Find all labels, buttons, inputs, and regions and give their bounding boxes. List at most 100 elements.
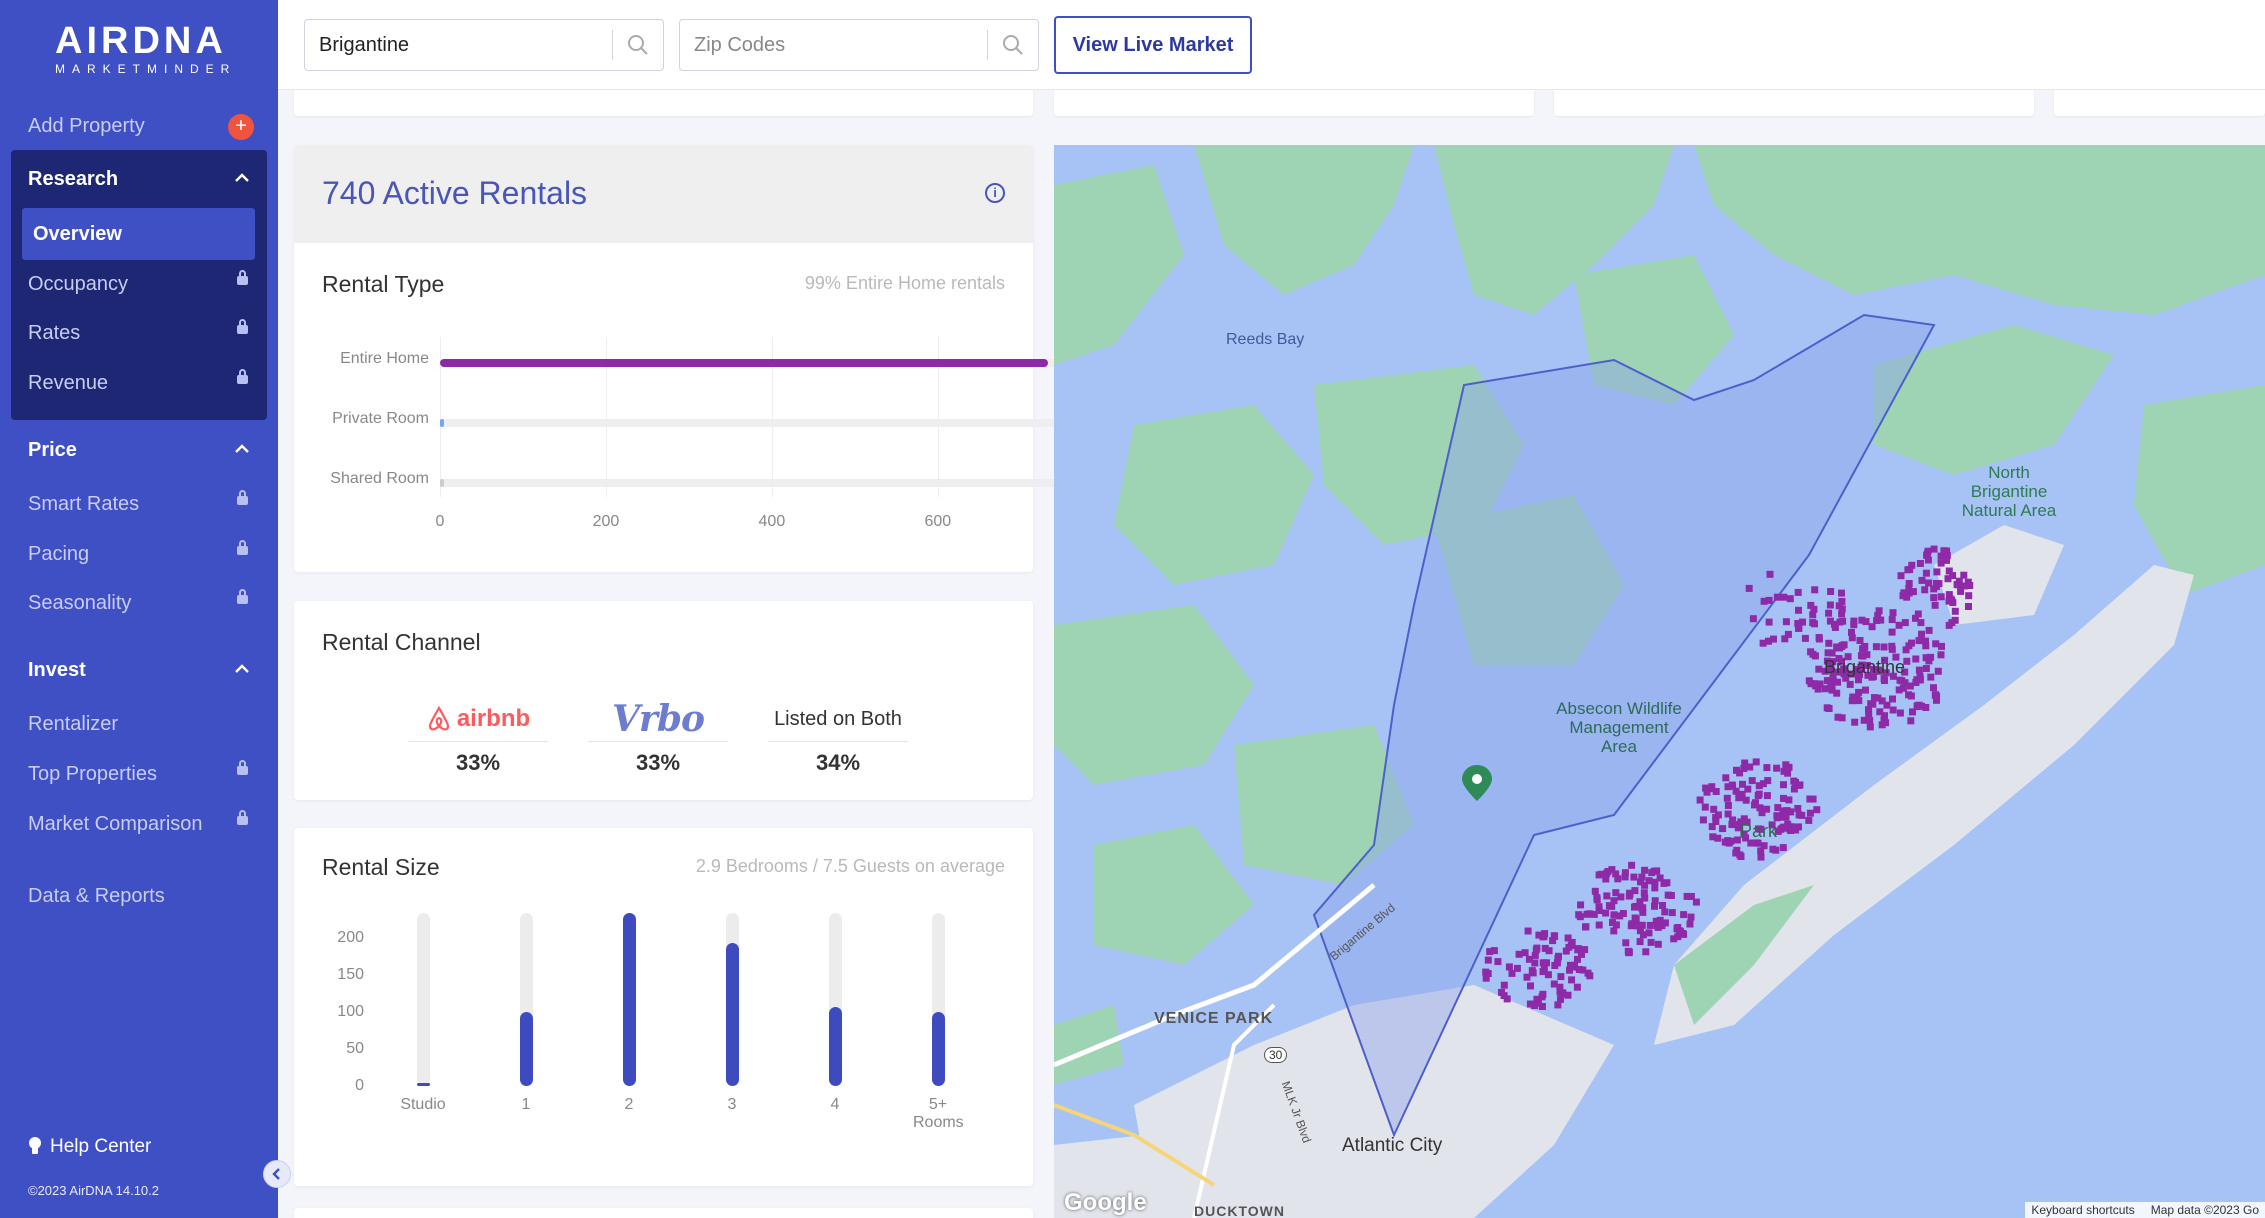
property-marker[interactable] — [1781, 635, 1789, 643]
property-marker[interactable] — [1875, 607, 1883, 615]
property-marker[interactable] — [1744, 785, 1752, 793]
property-marker[interactable] — [1494, 958, 1502, 966]
property-marker[interactable] — [1794, 588, 1802, 596]
property-marker[interactable] — [1902, 646, 1910, 654]
property-marker[interactable] — [1922, 569, 1930, 577]
property-marker[interactable] — [1525, 955, 1533, 963]
property-marker[interactable] — [1922, 704, 1930, 711]
property-marker[interactable] — [1755, 782, 1763, 790]
property-marker[interactable] — [1755, 790, 1763, 798]
property-marker[interactable] — [1636, 938, 1644, 946]
property-marker[interactable] — [1938, 642, 1945, 650]
property-marker[interactable] — [1779, 844, 1787, 852]
property-marker[interactable] — [1538, 993, 1546, 1001]
property-marker[interactable] — [1882, 669, 1890, 677]
property-marker[interactable] — [1574, 946, 1582, 954]
property-marker[interactable] — [1834, 713, 1842, 721]
property-marker[interactable] — [1641, 881, 1649, 889]
property-marker[interactable] — [1796, 781, 1804, 789]
property-marker[interactable] — [1873, 617, 1881, 624]
property-marker[interactable] — [1609, 919, 1616, 926]
property-marker[interactable] — [1923, 551, 1931, 559]
property-marker[interactable] — [1554, 1001, 1562, 1009]
property-marker[interactable] — [1852, 666, 1860, 673]
bar-private-room[interactable] — [440, 419, 445, 427]
property-marker[interactable] — [1900, 589, 1908, 597]
property-marker[interactable] — [1631, 914, 1639, 922]
property-marker[interactable] — [1855, 688, 1863, 696]
property-marker[interactable] — [1846, 680, 1854, 688]
property-marker[interactable] — [1780, 767, 1788, 775]
property-marker[interactable] — [1930, 545, 1938, 553]
property-marker[interactable] — [1641, 866, 1649, 874]
property-marker[interactable] — [1651, 884, 1659, 892]
property-marker[interactable] — [1699, 816, 1707, 824]
property-marker[interactable] — [1783, 807, 1791, 815]
property-marker[interactable] — [1544, 971, 1552, 979]
property-marker[interactable] — [1743, 818, 1751, 826]
property-marker[interactable] — [1932, 691, 1940, 699]
property-marker[interactable] — [1785, 763, 1793, 771]
property-marker[interactable] — [1932, 580, 1940, 587]
property-marker[interactable] — [1707, 785, 1715, 793]
property-marker[interactable] — [1680, 930, 1688, 938]
property-marker[interactable] — [1724, 837, 1732, 845]
property-marker[interactable] — [1527, 982, 1534, 990]
property-marker[interactable] — [1909, 708, 1916, 716]
property-marker[interactable] — [1940, 547, 1948, 555]
property-marker[interactable] — [1603, 892, 1611, 900]
property-marker[interactable] — [1724, 802, 1732, 809]
property-marker[interactable] — [1774, 804, 1782, 812]
property-marker[interactable] — [1916, 560, 1924, 567]
property-marker[interactable] — [1809, 795, 1817, 803]
property-marker[interactable] — [1582, 923, 1589, 931]
property-marker[interactable] — [1790, 785, 1798, 793]
property-marker[interactable] — [1500, 992, 1508, 1000]
property-marker[interactable] — [1541, 930, 1549, 938]
property-marker[interactable] — [1872, 643, 1880, 651]
property-marker[interactable] — [1701, 803, 1709, 811]
property-marker[interactable] — [1531, 1002, 1539, 1010]
property-marker[interactable] — [1593, 896, 1601, 904]
property-marker[interactable] — [1809, 611, 1817, 619]
property-marker[interactable] — [1724, 783, 1732, 791]
property-marker[interactable] — [1733, 836, 1741, 844]
property-marker[interactable] — [1895, 621, 1903, 629]
bar-size-2[interactable] — [623, 913, 636, 1086]
bar-size-4[interactable] — [829, 1006, 842, 1086]
property-marker[interactable] — [1914, 610, 1922, 618]
property-marker[interactable] — [1823, 657, 1831, 665]
property-marker[interactable] — [1709, 833, 1717, 841]
property-marker[interactable] — [1759, 780, 1767, 788]
property-marker[interactable] — [1597, 870, 1605, 878]
property-marker[interactable] — [1714, 811, 1722, 819]
property-marker[interactable] — [1773, 764, 1781, 772]
property-marker[interactable] — [1626, 890, 1634, 898]
property-marker[interactable] — [1539, 968, 1547, 976]
property-marker[interactable] — [1912, 655, 1920, 663]
property-marker[interactable] — [1654, 940, 1662, 948]
property-marker[interactable] — [1564, 934, 1572, 942]
property-marker[interactable] — [1640, 889, 1648, 897]
property-marker[interactable] — [1836, 618, 1844, 626]
property-marker[interactable] — [1602, 909, 1610, 917]
property-marker[interactable] — [1686, 920, 1694, 928]
property-marker[interactable] — [1780, 593, 1788, 601]
property-marker[interactable] — [1937, 651, 1945, 659]
sidebar-item-add-property[interactable]: Add Property + — [0, 101, 278, 151]
property-marker[interactable] — [1692, 898, 1700, 906]
property-marker[interactable] — [1848, 634, 1856, 642]
property-marker[interactable] — [1904, 566, 1912, 574]
property-marker[interactable] — [1838, 657, 1845, 665]
property-marker[interactable] — [1758, 809, 1766, 817]
property-marker[interactable] — [1922, 642, 1930, 650]
sidebar-item-smart-rates[interactable]: Smart Rates — [0, 479, 278, 529]
property-marker[interactable] — [1533, 995, 1541, 1003]
property-marker[interactable] — [1508, 969, 1516, 977]
property-marker[interactable] — [1829, 677, 1837, 685]
sidebar-section-invest[interactable]: Invest — [0, 645, 278, 695]
property-marker[interactable] — [1490, 947, 1498, 955]
property-marker[interactable] — [1913, 702, 1921, 710]
property-marker[interactable] — [1961, 582, 1969, 590]
property-marker[interactable] — [1752, 799, 1759, 807]
